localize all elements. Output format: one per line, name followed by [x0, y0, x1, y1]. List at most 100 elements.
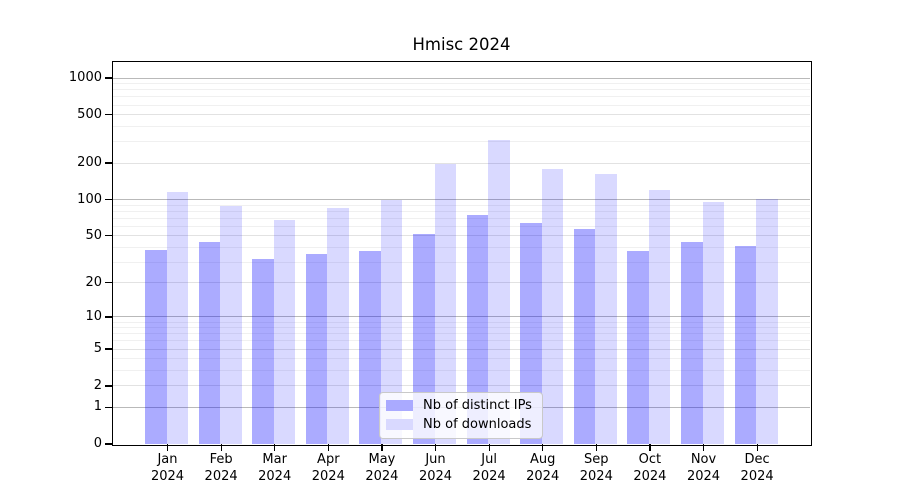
bar-distinct-ips-jan [145, 249, 167, 444]
x-tick-label-aug: Aug 2024 [526, 452, 560, 484]
gridline-90 [113, 204, 810, 206]
bar-distinct-ips-aug [520, 222, 542, 444]
bar-downloads-jul [488, 139, 510, 444]
y-tick-label-1: 1 [93, 399, 102, 415]
bar-downloads-oct [648, 189, 671, 444]
gridline-100 [113, 199, 810, 201]
x-tick-label-sep: Sep 2024 [579, 452, 613, 484]
bar-downloads-jun [434, 163, 456, 444]
gridline-9 [113, 321, 810, 323]
x-tick-label-feb: Feb 2024 [204, 452, 238, 484]
x-tick-aug [542, 444, 544, 451]
gridline-20 [113, 282, 810, 284]
legend: Nb of distinct IPs Nb of downloads [379, 392, 543, 439]
gridline-600 [113, 104, 810, 106]
bar-distinct-ips-sep [573, 228, 596, 444]
gridline-30 [113, 261, 810, 263]
y-tick-20 [105, 282, 112, 284]
x-tick-label-jan: Jan 2024 [150, 452, 185, 484]
bar-downloads-apr [327, 208, 349, 444]
bar-distinct-ips-nov [681, 242, 703, 444]
y-tick-label-100: 100 [77, 191, 102, 207]
x-tick-label-apr: Apr 2024 [311, 452, 345, 484]
x-tick-oct [649, 444, 651, 451]
gridline-800 [113, 89, 810, 91]
x-tick-dec [756, 444, 758, 451]
bar-downloads-dec [756, 199, 778, 444]
gridline-40 [113, 246, 810, 248]
legend-label-downloads: Nb of downloads [423, 417, 532, 432]
gridline-300 [113, 141, 810, 143]
bar-distinct-ips-apr [305, 254, 328, 444]
gridline-4 [113, 358, 810, 360]
gridline-700 [113, 96, 810, 98]
y-tick-label-20: 20 [85, 274, 102, 290]
gridline-7 [113, 333, 810, 335]
chart-title: Hmisc 2024 [412, 35, 511, 54]
bar-downloads-mar [273, 220, 296, 444]
gridline-3 [113, 370, 810, 372]
legend-item-distinct-ips: Nb of distinct IPs [386, 398, 532, 413]
gridline-500 [113, 114, 810, 116]
x-tick-label-nov: Nov 2024 [686, 452, 721, 484]
bar-distinct-ips-feb [198, 242, 221, 444]
bar-distinct-ips-jun [413, 233, 435, 444]
bar-distinct-ips-oct [627, 251, 649, 444]
x-tick-jun [434, 444, 437, 451]
bar-distinct-ips-may [359, 251, 381, 444]
y-tick-2 [105, 385, 112, 387]
bar-distinct-ips-jul [466, 215, 489, 444]
x-tick-label-jun: Jun 2024 [418, 452, 453, 484]
plot-area [113, 62, 810, 444]
y-tick-100 [105, 198, 112, 201]
x-tick-apr [327, 444, 329, 451]
gridline-10 [113, 316, 810, 318]
bar-distinct-ips-dec [734, 246, 757, 444]
bar-downloads-nov [702, 201, 724, 444]
x-tick-feb [220, 444, 222, 451]
x-tick-nov [702, 444, 705, 451]
gridline-5 [113, 348, 810, 350]
x-tick-may [381, 444, 383, 451]
legend-label-distinct-ips: Nb of distinct IPs [423, 398, 532, 413]
x-tick-label-dec: Dec 2024 [740, 452, 774, 484]
y-tick-0 [105, 443, 112, 445]
gridline-50 [113, 235, 810, 237]
x-tick-jan [166, 444, 169, 451]
y-tick-5 [105, 348, 112, 350]
x-tick-sep [595, 444, 597, 451]
bar-downloads-may [380, 199, 403, 444]
y-tick-label-500: 500 [77, 106, 102, 122]
x-tick-mar [274, 444, 276, 451]
x-tick-label-oct: Oct 2024 [633, 452, 667, 484]
gridline-80 [113, 210, 810, 212]
bar-downloads-aug [541, 168, 564, 444]
gridline-60 [113, 225, 810, 227]
x-tick-label-mar: Mar 2024 [258, 452, 292, 484]
gridline-70 [113, 217, 810, 219]
gridline-2 [113, 385, 810, 387]
x-tick-label-may: May 2024 [365, 452, 399, 484]
bar-downloads-jan [166, 192, 188, 444]
y-tick-label-2: 2 [93, 377, 102, 393]
y-tick-1000 [105, 77, 112, 79]
y-tick-label-50: 50 [85, 227, 102, 243]
y-tick-50 [105, 235, 112, 237]
y-tick-10 [105, 316, 112, 318]
bar-distinct-ips-mar [252, 258, 274, 444]
legend-swatch-distinct-ips [386, 400, 413, 411]
gridline-400 [113, 125, 810, 127]
gridline-1000 [113, 77, 810, 79]
y-tick-label-5: 5 [93, 341, 102, 357]
y-tick-1 [105, 406, 112, 408]
x-tick-label-jul: Jul 2024 [472, 452, 506, 484]
y-tick-label-1000: 1000 [68, 70, 102, 86]
y-tick-200 [105, 162, 112, 164]
x-tick-jul [488, 444, 490, 451]
y-tick-500 [105, 114, 112, 116]
gridline-8 [113, 327, 810, 329]
gridline-200 [113, 162, 810, 164]
y-tick-label-200: 200 [77, 155, 102, 171]
gridline-900 [113, 83, 810, 85]
legend-swatch-downloads [386, 419, 413, 430]
